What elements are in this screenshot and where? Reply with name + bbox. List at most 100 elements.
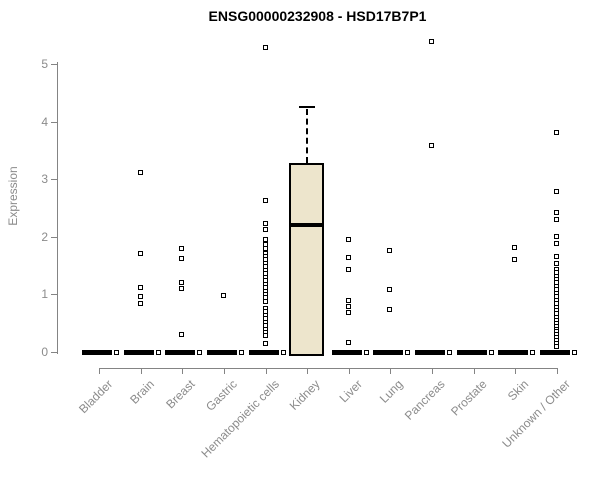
category-label: Kidney: [287, 377, 323, 413]
zero-point: [447, 350, 452, 355]
y-axis-tick: [51, 294, 57, 295]
outlier-point: [346, 298, 351, 303]
collapsed-box-zero: [207, 350, 237, 355]
collapsed-box-zero: [124, 350, 154, 355]
y-axis-tick: [51, 122, 57, 123]
collapsed-box-zero: [457, 350, 487, 355]
outlier-point: [346, 340, 351, 345]
collapsed-box-zero: [415, 350, 445, 355]
category-label: Bladder: [75, 377, 115, 417]
outlier-point: [554, 254, 559, 259]
outlier-point: [263, 227, 268, 232]
category-label: Brain: [127, 377, 157, 407]
y-axis-tick: [51, 237, 57, 238]
x-axis-tick: [141, 368, 142, 374]
x-axis-tick: [99, 368, 100, 374]
y-tick-label: 5: [41, 57, 48, 71]
collapsed-box-zero: [82, 350, 112, 355]
outlier-point: [138, 251, 143, 256]
category-label: Liver: [336, 377, 365, 406]
x-axis-tick: [266, 368, 267, 374]
outlier-point: [387, 287, 392, 292]
outlier-point: [346, 304, 351, 309]
zero-point: [364, 350, 369, 355]
x-axis-tick: [557, 368, 558, 374]
outlier-point: [179, 280, 184, 285]
zero-point: [114, 350, 119, 355]
median-line: [289, 223, 324, 227]
outlier-point: [263, 246, 268, 251]
box: [289, 163, 324, 356]
outlier-point: [554, 210, 559, 215]
collapsed-box-zero: [332, 350, 362, 355]
category-label: Lung: [377, 377, 406, 406]
zero-point: [239, 350, 244, 355]
category-label: Gastric: [203, 377, 240, 414]
outlier-point: [554, 130, 559, 135]
zero-point: [197, 350, 202, 355]
y-tick-label: 2: [41, 230, 48, 244]
x-axis-line: [99, 368, 558, 369]
x-axis-tick: [182, 368, 183, 374]
outlier-point: [263, 333, 268, 338]
zero-point: [489, 350, 494, 355]
outlier-point: [179, 286, 184, 291]
outlier-point: [263, 341, 268, 346]
outlier-point: [263, 221, 268, 226]
y-tick-label: 3: [41, 172, 48, 186]
outlier-point: [387, 248, 392, 253]
outlier-point: [554, 189, 559, 194]
x-axis-tick: [515, 368, 516, 374]
outlier-point: [429, 39, 434, 44]
x-axis-tick: [390, 368, 391, 374]
outlier-point: [346, 237, 351, 242]
outlier-point: [346, 255, 351, 260]
outlier-point: [179, 246, 184, 251]
outlier-point: [263, 299, 268, 304]
category-label: Skin: [504, 377, 531, 404]
x-axis-tick: [224, 368, 225, 374]
outlier-point: [512, 245, 517, 250]
zero-point: [156, 350, 161, 355]
outlier-point: [554, 261, 559, 266]
outlier-point: [554, 234, 559, 239]
outlier-point: [263, 45, 268, 50]
x-axis-tick: [349, 368, 350, 374]
y-tick-label: 4: [41, 115, 48, 129]
outlier-point: [138, 294, 143, 299]
category-label: Breast: [163, 377, 198, 412]
category-label: Hematopoietic cells: [198, 377, 282, 461]
x-axis-tick: [307, 368, 308, 374]
y-axis-label: Expression: [6, 166, 20, 226]
x-axis-tick: [432, 368, 433, 374]
outlier-point: [512, 257, 517, 262]
zero-point: [281, 350, 286, 355]
y-tick-label: 0: [41, 345, 48, 359]
x-axis-tick: [474, 368, 475, 374]
outlier-point: [346, 310, 351, 315]
outlier-point: [179, 332, 184, 337]
outlier-point: [138, 285, 143, 290]
outlier-point: [263, 237, 268, 242]
outlier-point: [429, 143, 434, 148]
zero-point: [572, 350, 577, 355]
y-axis-line: [57, 62, 58, 354]
outlier-point: [263, 198, 268, 203]
category-label: Pancreas: [402, 377, 448, 423]
y-axis-tick: [51, 352, 57, 353]
collapsed-box-zero: [540, 350, 570, 355]
collapsed-box-zero: [498, 350, 528, 355]
outlier-point: [346, 267, 351, 272]
collapsed-box-zero: [249, 350, 279, 355]
outlier-point: [221, 293, 226, 298]
outlier-point: [554, 344, 559, 349]
outlier-point: [387, 307, 392, 312]
zero-point: [405, 350, 410, 355]
outlier-point: [138, 170, 143, 175]
outlier-point: [554, 241, 559, 246]
collapsed-box-zero: [373, 350, 403, 355]
whisker-cap: [299, 106, 315, 108]
y-axis-tick: [51, 179, 57, 180]
y-tick-label: 1: [41, 287, 48, 301]
